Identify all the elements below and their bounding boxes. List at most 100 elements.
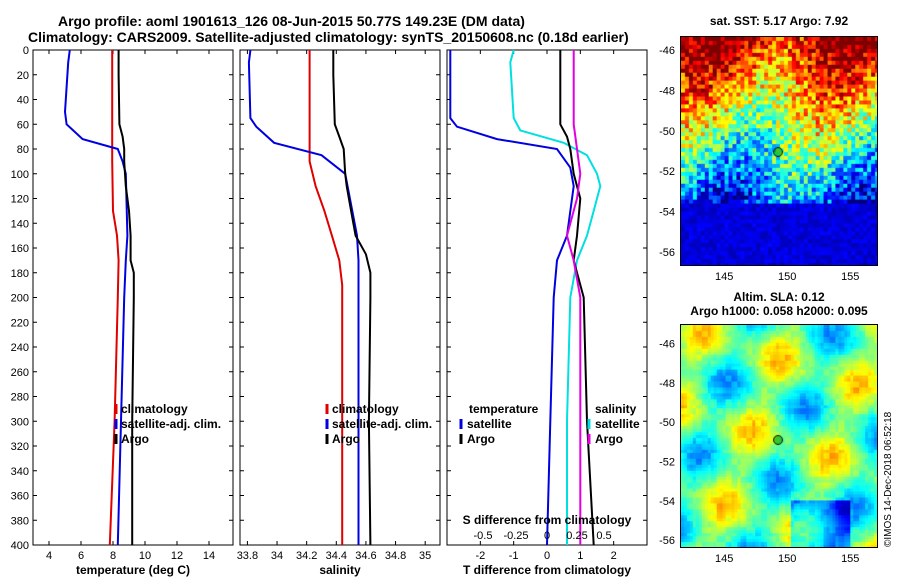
legend-label: Argo [121, 432, 149, 446]
ytick-label: 220 [11, 317, 29, 329]
xtick-label: -2 [475, 550, 485, 562]
map-ytick-label: -46 [659, 45, 675, 57]
xtick-label: 34.8 [385, 550, 406, 562]
ytick-label: 0 [23, 45, 29, 57]
xtick-label: 6 [78, 550, 84, 562]
plot-frame-3 [446, 49, 648, 546]
map-ytick-label: -48 [659, 85, 675, 97]
legend-label: satellite [595, 417, 640, 431]
series-line-temperature-satellite [449, 50, 575, 546]
map-ytick-label: -48 [659, 378, 675, 390]
ytick-label: 260 [11, 367, 29, 379]
map-xtick-label: 155 [841, 553, 859, 565]
xtick-label: 2 [611, 550, 617, 562]
series-line-satellite-adj-clim- [63, 49, 129, 546]
ytick-label: 40 [17, 95, 29, 107]
xtick-label: 0 [544, 550, 550, 562]
legend-label: climatology [121, 402, 188, 416]
xtick-label: 34 [271, 550, 283, 562]
x-axis-label: salinity [319, 563, 361, 577]
xtick-top-label: 0.25 [566, 530, 587, 542]
ytick-label: 240 [11, 342, 29, 354]
xtick-label: 12 [171, 550, 183, 562]
ytick-label: 320 [11, 441, 29, 453]
map-ytick-label: -46 [659, 339, 675, 351]
map-xtick-label: 155 [841, 271, 859, 283]
ytick-label: 180 [11, 268, 29, 280]
legend-label: climatology [332, 402, 399, 416]
ytick-label: 360 [11, 491, 29, 503]
xtick-label: 1 [577, 550, 583, 562]
xtick-label: 14 [203, 550, 215, 562]
map-ytick-label: -52 [659, 457, 675, 469]
ytick-label: 160 [11, 243, 29, 255]
xtick-top-label: 0.5 [596, 530, 611, 542]
ytick-label: 340 [11, 466, 29, 478]
ytick-label: 60 [17, 119, 29, 131]
sla-map-title-1: Altim. SLA: 0.12 [733, 290, 825, 304]
ytick-label: 300 [11, 416, 29, 428]
legend-label: Argo [595, 432, 623, 446]
map-ytick-label: -50 [659, 126, 675, 138]
ytick-label: 140 [11, 218, 29, 230]
series-line-satellite-adj-clim- [247, 49, 360, 545]
series-line-argo [117, 50, 135, 545]
sst-map-title: sat. SST: 5.17 Argo: 7.92 [709, 14, 849, 28]
title-line-2: Climatology: CARS2009. Satellite-adjuste… [28, 29, 629, 45]
series-line-salinity-satellite [509, 49, 602, 545]
plot-frame-2 [239, 49, 441, 546]
ytick-label: 380 [11, 515, 29, 527]
map-xtick-label: 145 [715, 553, 733, 565]
ytick-label: 200 [11, 293, 29, 305]
xtick-top-label: -0.5 [474, 530, 493, 542]
ytick-label: 20 [17, 70, 29, 82]
map-ytick-label: -54 [659, 207, 675, 219]
map-xtick-label: 150 [778, 553, 796, 565]
legend-label: temperature [469, 402, 539, 416]
legend-label: satellite [467, 417, 512, 431]
x-axis-label: temperature (deg C) [76, 563, 190, 577]
ytick-label: 120 [11, 194, 29, 206]
map-ytick-label: -50 [659, 417, 675, 429]
xtick-top-label: -0.25 [503, 530, 528, 542]
xtick-label: -1 [509, 550, 519, 562]
xtick-label: 4 [46, 550, 52, 562]
xtick-top-label: 0 [544, 530, 550, 542]
title-line-1: Argo profile: aoml 1901613_126 08-Jun-20… [58, 13, 525, 29]
legend-label: satellite-adj. clim. [332, 417, 432, 431]
sla-map-image [680, 324, 878, 548]
xtick-label: 34.2 [296, 550, 317, 562]
map-xtick-label: 145 [715, 271, 733, 283]
sla-map [680, 324, 878, 548]
map-ytick-label: -54 [659, 496, 675, 508]
xtick-label: 34.4 [326, 550, 347, 562]
x-axis-label: T difference from climatology [463, 563, 631, 577]
legend-label: satellite-adj. clim. [121, 417, 221, 431]
legend-label: Argo [467, 432, 495, 446]
xtick-label: 8 [110, 550, 116, 562]
legend-label: Argo [332, 432, 360, 446]
sla-map-title-2: Argo h1000: 0.058 h2000: 0.095 [690, 304, 868, 318]
sst-map-image [680, 36, 878, 266]
sst-map [680, 36, 878, 266]
imos-watermark: ©IMOS 14-Dec-2018 06:52:18 [883, 411, 894, 547]
series-line-argo [332, 50, 372, 546]
series-line-salinity-argo [565, 50, 582, 545]
xtick-label: 35 [419, 550, 431, 562]
ytick-label: 400 [11, 540, 29, 552]
map-ytick-label: -56 [659, 247, 675, 259]
map-xtick-label: 150 [778, 271, 796, 283]
x-axis-top-label: S difference from climatology [463, 513, 632, 527]
ytick-label: 100 [11, 169, 29, 181]
xtick-label: 33.8 [237, 550, 258, 562]
map-ytick-label: -52 [659, 166, 675, 178]
map-ytick-label: -56 [659, 535, 675, 547]
series-line-climatology [308, 50, 344, 545]
ytick-label: 80 [17, 144, 29, 156]
legend-label: salinity [595, 402, 637, 416]
series-line-temperature-argo [559, 50, 595, 546]
xtick-label: 10 [139, 550, 151, 562]
series-line-climatology [108, 50, 120, 546]
xtick-label: 34.6 [355, 550, 376, 562]
